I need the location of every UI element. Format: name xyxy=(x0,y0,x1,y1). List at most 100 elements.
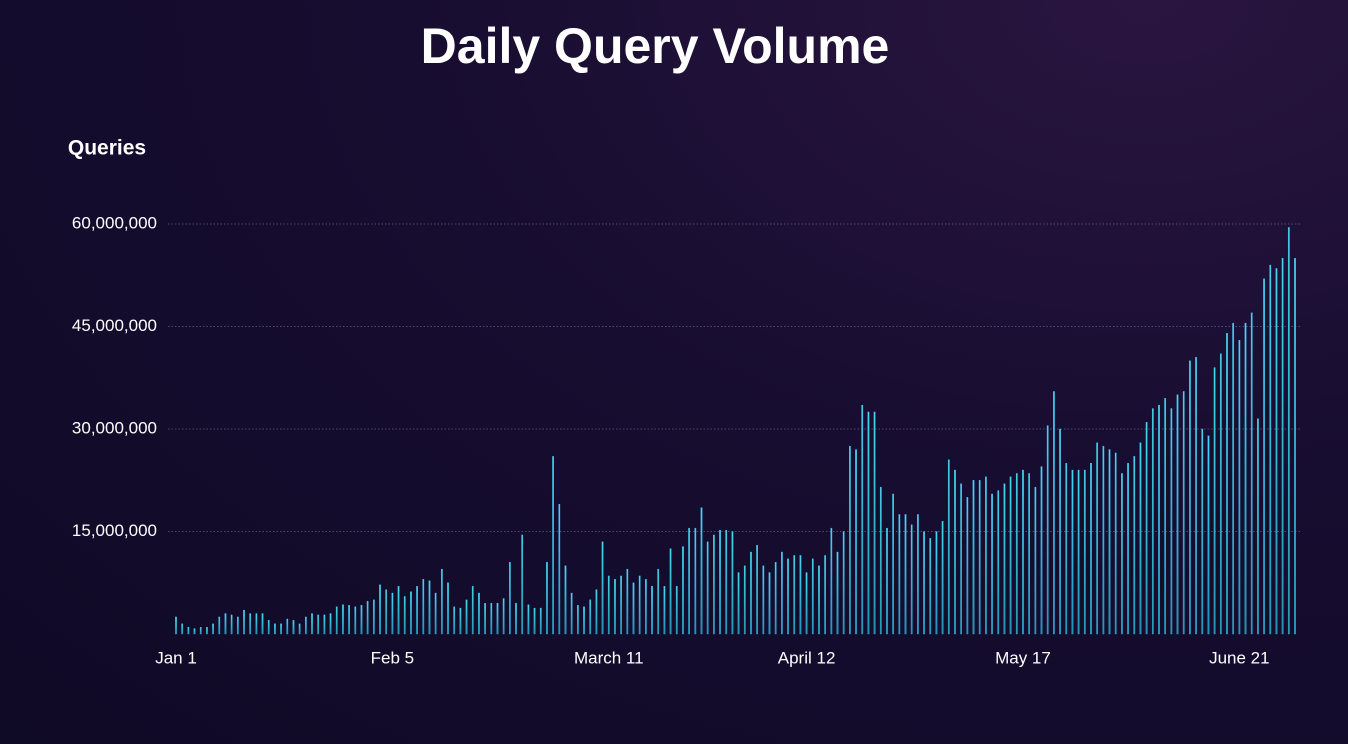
bar xyxy=(304,616,307,635)
bar xyxy=(410,591,412,635)
bar xyxy=(805,572,808,635)
bar xyxy=(1170,408,1173,635)
bar xyxy=(607,575,610,635)
y-tick-label: 30,000,000 xyxy=(72,418,157,437)
bar xyxy=(212,623,214,635)
bar xyxy=(230,614,233,635)
bar xyxy=(1022,469,1024,635)
bar xyxy=(1219,353,1222,635)
bar xyxy=(533,607,536,635)
bar xyxy=(471,586,474,635)
bar xyxy=(1232,322,1235,635)
bar xyxy=(972,480,975,635)
bar xyxy=(626,568,629,635)
bar xyxy=(558,504,561,635)
bar xyxy=(1238,340,1241,635)
bar xyxy=(1158,404,1160,635)
bar xyxy=(1207,435,1210,635)
bar xyxy=(298,623,301,635)
bar xyxy=(929,538,932,635)
bar xyxy=(824,555,826,635)
bar xyxy=(1294,258,1296,635)
bar xyxy=(620,575,622,635)
bar xyxy=(645,579,647,635)
bar xyxy=(886,527,888,635)
bar xyxy=(546,562,548,635)
bar xyxy=(521,534,524,635)
bar xyxy=(1151,408,1154,635)
bar xyxy=(1090,463,1092,635)
bar xyxy=(181,623,184,635)
bar xyxy=(966,497,969,635)
bar xyxy=(849,445,851,635)
bar xyxy=(342,604,344,635)
bar xyxy=(1145,422,1148,635)
x-tick-label: June 21 xyxy=(1209,648,1270,667)
bar xyxy=(737,572,740,635)
bar xyxy=(397,586,400,635)
bar xyxy=(385,589,388,635)
bar xyxy=(1250,312,1253,635)
y-tick-label: 15,000,000 xyxy=(72,521,157,540)
bar xyxy=(1059,428,1061,635)
x-tick-label: Feb 5 xyxy=(371,648,414,667)
bar xyxy=(811,558,814,635)
bar xyxy=(1121,473,1123,635)
bar xyxy=(1139,442,1142,635)
bar xyxy=(440,568,443,635)
bar xyxy=(768,572,771,635)
bar xyxy=(694,527,697,635)
bar xyxy=(855,449,857,635)
bar xyxy=(379,584,381,635)
bar xyxy=(1287,227,1290,635)
bar xyxy=(465,599,468,635)
bar xyxy=(539,607,542,635)
bar xyxy=(954,469,956,635)
bar xyxy=(818,565,820,635)
bar xyxy=(1083,469,1086,635)
bar xyxy=(923,531,925,635)
bar xyxy=(1244,322,1247,635)
bar xyxy=(502,598,505,635)
bar xyxy=(323,614,326,635)
y-tick-label: 60,000,000 xyxy=(72,213,157,232)
bar xyxy=(719,529,721,635)
bar xyxy=(1102,445,1105,635)
bar xyxy=(478,592,480,635)
bar xyxy=(175,616,177,635)
x-tick-label: May 17 xyxy=(995,648,1051,667)
bar xyxy=(657,568,660,635)
bar xyxy=(434,592,437,635)
bar xyxy=(904,514,907,635)
bar xyxy=(391,592,394,635)
bar xyxy=(527,604,530,635)
bar xyxy=(199,627,202,635)
bar xyxy=(638,575,641,635)
bar xyxy=(1003,483,1006,635)
bar xyxy=(286,618,289,635)
bar xyxy=(941,521,944,635)
bar xyxy=(1114,452,1117,635)
bar xyxy=(193,628,196,635)
bar xyxy=(292,620,295,635)
bar xyxy=(267,620,270,635)
bar xyxy=(651,586,653,635)
bar xyxy=(403,596,406,635)
bar xyxy=(713,534,715,635)
bar xyxy=(781,551,783,635)
bar xyxy=(743,565,746,635)
bar xyxy=(354,606,357,635)
bar xyxy=(799,555,802,635)
chart-title: Daily Query Volume xyxy=(421,18,890,74)
bar xyxy=(261,613,264,635)
bar xyxy=(1028,473,1031,635)
x-tick-label: Jan 1 xyxy=(155,648,197,667)
bar xyxy=(243,609,245,635)
x-tick-label: March 11 xyxy=(574,648,644,667)
bar xyxy=(997,490,1000,635)
bar xyxy=(706,541,709,635)
bar xyxy=(416,586,418,635)
bar xyxy=(978,480,981,635)
bar xyxy=(428,580,431,635)
